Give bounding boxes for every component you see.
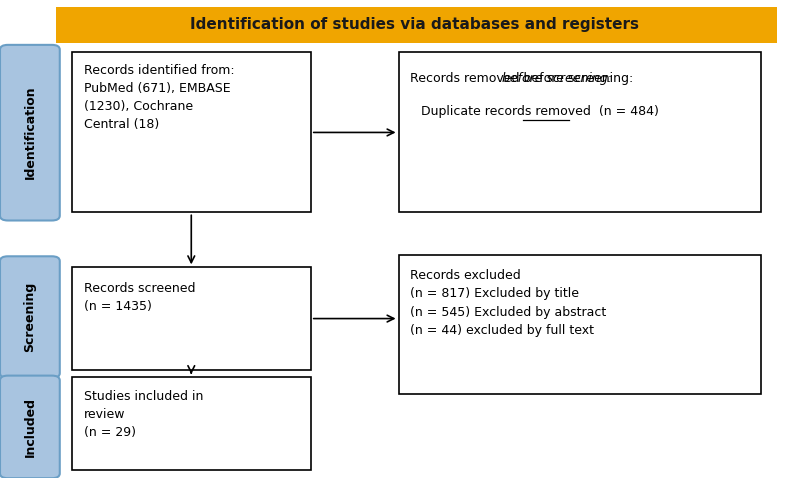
Text: Included: Included (23, 397, 37, 457)
FancyBboxPatch shape (398, 255, 761, 394)
FancyBboxPatch shape (72, 267, 311, 370)
FancyBboxPatch shape (0, 376, 60, 478)
FancyBboxPatch shape (56, 7, 777, 43)
FancyBboxPatch shape (0, 45, 60, 220)
Text: Identification of studies via databases and registers: Identification of studies via databases … (190, 17, 639, 33)
FancyBboxPatch shape (72, 53, 311, 212)
Text: Records excluded
(n = 817) Excluded by title
(n = 545) Excluded by abstract
(n =: Records excluded (n = 817) Excluded by t… (410, 269, 607, 337)
Text: before screening:: before screening: (501, 72, 611, 85)
Text: Screening: Screening (23, 282, 37, 352)
Text: Records identified from:
PubMed (671), EMBASE
(1230), Cochrane
Central (18): Records identified from: PubMed (671), E… (84, 65, 234, 131)
Text: Identification: Identification (23, 86, 37, 180)
Text: Duplicate records removed  (n = 484): Duplicate records removed (n = 484) (421, 105, 658, 118)
Text: Records screened
(n = 1435): Records screened (n = 1435) (84, 282, 195, 313)
FancyBboxPatch shape (398, 53, 761, 212)
FancyBboxPatch shape (72, 377, 311, 470)
Text: Records removed before screening:: Records removed before screening: (410, 72, 634, 85)
Text: Studies included in
review
(n = 29): Studies included in review (n = 29) (84, 391, 203, 439)
FancyBboxPatch shape (0, 256, 60, 378)
